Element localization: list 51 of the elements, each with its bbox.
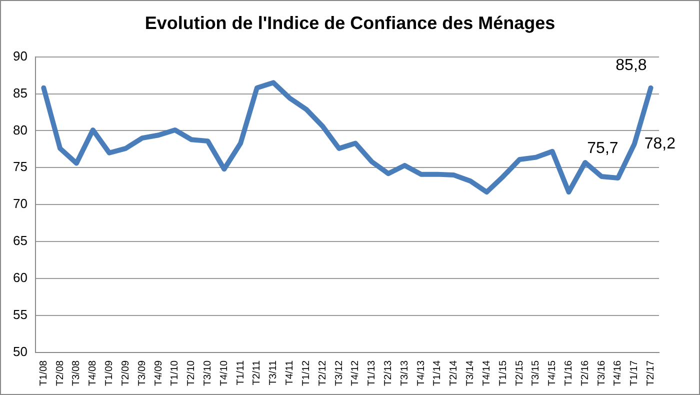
- x-tick-label: T4/11: [284, 360, 296, 386]
- x-tick-label: T3/14: [465, 360, 476, 386]
- y-tick-label: 90: [12, 48, 28, 64]
- x-tick-label: T3/16: [596, 360, 608, 386]
- chart-title: Evolution de l'Indice de Confiance des Ménages: [144, 13, 556, 34]
- x-tick-label: T2/16: [580, 360, 591, 386]
- x-tick-label: T1/12: [300, 360, 312, 386]
- y-tick-label: 80: [12, 122, 28, 138]
- x-tick-label: T2/15: [514, 360, 526, 386]
- x-tick-label: T1/08: [38, 360, 50, 386]
- x-tick-label: T1/16: [564, 360, 574, 386]
- x-tick-label: T1/13: [366, 360, 378, 386]
- x-tick-label: T4/08: [88, 360, 99, 386]
- x-tick-label: T2/12: [317, 360, 328, 386]
- x-tick-label: T1/14: [432, 360, 444, 386]
- y-tick-label: 85: [12, 85, 28, 100]
- x-tick-label: T3/12: [334, 360, 345, 386]
- data-label: 75,7: [587, 140, 618, 157]
- x-tick-label: T4/15: [547, 360, 558, 386]
- x-tick-label: T3/15: [530, 360, 542, 386]
- x-tick-label: T4/12: [350, 360, 362, 386]
- y-tick-label: 60: [12, 270, 28, 286]
- x-tick-label: T4/09: [153, 360, 164, 386]
- x-tick-label: T4/16: [612, 360, 624, 386]
- data-label: 78,2: [644, 135, 676, 152]
- y-tick-label: 65: [12, 233, 28, 248]
- x-tick-label: T3/13: [399, 360, 410, 386]
- x-tick-label: T1/09: [104, 360, 116, 386]
- x-tick-label: T1/11: [235, 360, 246, 386]
- x-tick-label: T4/10: [218, 360, 230, 386]
- y-tick-label: 75: [12, 159, 28, 174]
- x-tick-label: T2/11: [252, 360, 263, 386]
- x-tick-label: T3/11: [268, 360, 280, 386]
- x-tick-label: T1/15: [498, 360, 509, 386]
- x-tick-label: T2/10: [186, 360, 198, 386]
- x-tick-label: T2/13: [383, 360, 394, 386]
- x-tick-label: T3/10: [202, 360, 214, 386]
- x-tick-label: T2/08: [54, 360, 66, 386]
- x-tick-label: T3/08: [71, 360, 82, 386]
- x-tick-label: T4/13: [416, 360, 427, 386]
- x-tick-label: T2/14: [448, 360, 460, 386]
- y-tick-label: 55: [12, 307, 28, 322]
- x-tick-label: T2/17: [646, 360, 657, 386]
- x-tick-label: T4/14: [481, 360, 492, 386]
- y-tick-label: 50: [12, 344, 28, 360]
- data-label: 85,8: [616, 57, 647, 74]
- x-tick-label: T2/09: [120, 360, 132, 386]
- x-tick-label: T3/09: [136, 360, 148, 386]
- x-tick-label: T1/10: [170, 360, 181, 386]
- y-tick-label: 70: [12, 196, 28, 212]
- x-tick-label: T1/17: [629, 360, 640, 386]
